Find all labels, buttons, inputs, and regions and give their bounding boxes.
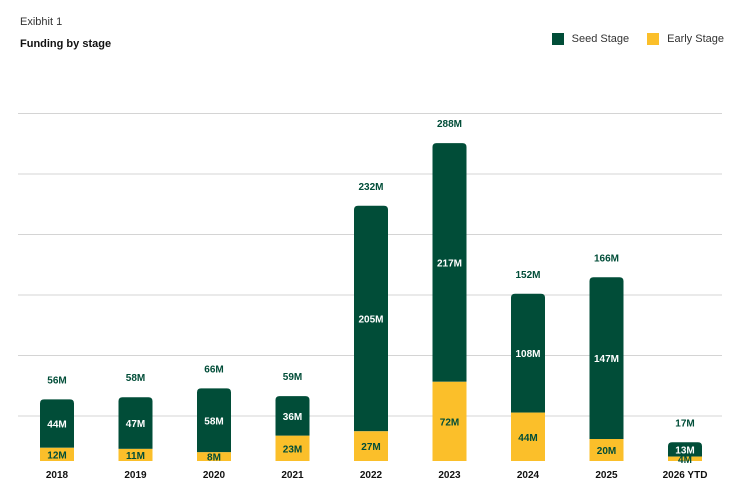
bar-early-2023 [432, 381, 467, 461]
seed-value-label: 205M [358, 315, 383, 326]
legend-item-early: Early Stage [647, 33, 724, 45]
total-value-label: 66M [204, 364, 223, 375]
legend-item-seed: Seed Stage [551, 33, 630, 45]
total-value-label: 288M [437, 119, 462, 130]
seed-value-label: 58M [204, 416, 223, 427]
bar-seed-2023 [432, 143, 467, 382]
x-tick-label: 2019 [124, 470, 147, 481]
early-value-label: 12M [47, 450, 66, 461]
seed-value-label: 44M [47, 420, 66, 431]
bar-early-2026-ytd [668, 456, 702, 461]
early-value-label: 8M [207, 453, 221, 464]
total-value-label: 56M [47, 375, 66, 386]
x-tick-label: 2026 YTD [663, 470, 708, 481]
bar-early-2019 [118, 448, 153, 461]
x-tick-label: 2018 [46, 470, 69, 481]
early-value-label: 4M [678, 455, 692, 466]
early-value-label: 72M [440, 417, 459, 428]
bar-seed-2018 [40, 399, 74, 448]
early-value-label: 27M [361, 442, 380, 453]
seed-value-label: 36M [283, 412, 302, 423]
legend-label-early: Early Stage [667, 33, 724, 45]
exhibit-label: Exibhit 1 [20, 16, 63, 28]
early-value-label: 44M [518, 433, 537, 444]
seed-value-label: 217M [437, 258, 462, 269]
bar-early-2024 [511, 412, 545, 461]
bar-seed-2019 [118, 397, 153, 449]
bar-seed-2022 [354, 205, 388, 432]
x-tick-label: 2024 [517, 470, 540, 481]
total-value-label: 166M [594, 253, 619, 264]
x-tick-label: 2022 [360, 470, 383, 481]
bar-seed-2026-ytd [668, 442, 702, 457]
x-tick-label: 2021 [281, 470, 304, 481]
bar-seed-2021 [275, 396, 310, 436]
bar-early-2021 [275, 435, 310, 461]
total-value-label: 59M [283, 372, 302, 383]
total-value-label: 152M [515, 270, 540, 281]
early-value-label: 20M [597, 446, 616, 457]
bar-seed-2024 [511, 293, 545, 413]
bar-early-2022 [354, 431, 388, 461]
seed-value-label: 13M [675, 445, 694, 456]
total-value-label: 232M [358, 182, 383, 193]
x-tick-label: 2020 [203, 470, 226, 481]
bar-early-2025 [589, 439, 624, 461]
legend-label-seed: Seed Stage [571, 33, 630, 45]
x-tick-label: 2023 [438, 470, 461, 481]
bar-early-2018 [40, 447, 74, 461]
legend-swatch-seed [551, 33, 564, 45]
legend-swatch-early [647, 33, 660, 45]
bar-seed-2020 [197, 388, 231, 453]
chart-title: Funding by stage [20, 38, 112, 50]
total-value-label: 58M [126, 373, 145, 384]
early-value-label: 11M [126, 451, 145, 462]
seed-value-label: 47M [126, 419, 145, 430]
bar-seed-2025 [589, 277, 624, 439]
x-tick-label: 2025 [595, 470, 618, 481]
seed-value-label: 108M [515, 349, 540, 360]
seed-value-label: 147M [594, 354, 619, 365]
total-value-label: 17M [675, 418, 694, 429]
bar-early-2020 [197, 452, 231, 461]
legend: Seed Stage Early Stage [551, 33, 724, 45]
early-value-label: 23M [283, 444, 302, 455]
